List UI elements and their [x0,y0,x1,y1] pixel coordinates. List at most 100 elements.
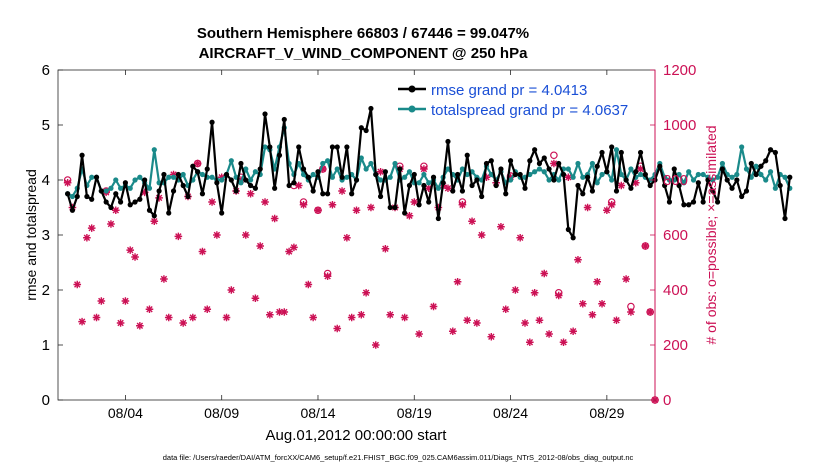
rmse-point [507,158,514,164]
obs-assimilated-marker [458,200,467,209]
rmse-point [243,177,249,183]
legend-spread-marker [408,105,416,113]
rmse-point [541,155,547,161]
rmse-point [560,171,567,178]
rmse-point [190,163,196,169]
obs-assimilated-marker [367,203,375,212]
rmse-point [358,125,364,131]
obs-assimilated-marker [323,272,332,281]
rmse-point [662,182,668,189]
rmse-point [604,169,610,175]
rmse-point [310,188,316,194]
rmse-point [503,191,509,197]
totalspread-point [358,155,364,161]
rmse-point [368,105,374,112]
rmse-point [666,199,673,205]
obs-assimilated-marker [347,313,356,322]
obs-assimilated-marker [246,189,255,198]
totalspread-point [532,169,538,175]
totalspread-point [209,174,215,180]
rmse-point [296,144,302,150]
totalspread-point [421,171,427,178]
obs-assimilated-marker [569,327,577,336]
y-tick-label-right: 1200 [663,62,696,79]
rmse-point [714,199,721,205]
obs-assimilated-marker [559,338,568,347]
rmse-point [291,180,297,186]
rmse-point [724,177,730,183]
rmse-point [137,196,143,202]
totalspread-point [416,180,422,186]
y-tick-label-left: 6 [42,62,50,79]
rmse-point [585,174,591,180]
rmse-point [483,160,490,167]
obs-assimilated-marker [275,308,284,316]
obs-assimilated-marker [92,313,101,322]
obs-assimilated-marker [593,277,602,286]
y-axis-label-right: # of obs: o=possible; ×=assimilated [703,125,719,344]
rmse-point [84,193,90,200]
rmse-point [219,210,225,216]
obs-assimilated-marker [583,203,592,212]
legend-spread-label: totalspread grand pr = 4.0637 [431,102,628,119]
obs-assimilated-marker [309,313,317,322]
rmse-point [710,188,716,194]
rmse-point [98,188,104,194]
obs-assimilated-marker [497,222,505,231]
totalspread-point [435,185,441,191]
obs-assimilated-marker [540,269,549,278]
obs-assimilated-marker [400,313,409,322]
rmse-point [272,185,278,191]
rmse-point [305,174,311,180]
rmse-point [488,158,494,164]
totalspread-point [113,177,119,183]
totalspread-point [402,174,408,180]
totalspread-point [507,177,514,183]
obs-assimilated-marker [318,165,327,173]
rmse-point [729,185,735,191]
obs-assimilated-marker [362,288,370,297]
totalspread-point [252,169,258,175]
rmse-point [469,182,475,189]
obs-assimilated-marker [535,316,544,325]
obs-assimilated-marker [290,243,298,252]
rmse-point [228,177,234,183]
rmse-point [151,213,157,219]
rmse-point [637,149,644,156]
obs-assimilated-marker [501,305,510,314]
obs-assimilated-marker [420,165,428,173]
obs-assimilated-marker [280,308,289,316]
obs-assimilated-marker [189,313,197,322]
obs-assimilated-marker [251,294,260,303]
y-tick-label-left: 1 [42,337,50,354]
totalspread-point [782,174,788,180]
totalspread-point [247,177,254,183]
totalspread-point [146,185,153,191]
rmse-point [65,191,71,197]
obs-assimilated-marker [424,184,433,193]
rmse-point [185,193,191,200]
rmse-point [170,188,177,194]
obs-assimilated-marker [511,286,520,294]
obs-assimilated-marker [304,280,313,289]
rmse-point [671,166,677,172]
obs-assimilated-marker [473,319,481,327]
obs-assimilated-marker [294,181,303,190]
rmse-point [89,196,95,202]
rmse-point [349,191,355,197]
totalspread-point [89,174,95,180]
rmse-point [281,116,287,123]
totalspread-point [772,185,778,191]
obs-assimilated-marker [116,319,125,327]
obs-assimilated-marker [516,233,524,242]
totalspread-point [637,171,644,178]
totalspread-point [565,166,571,172]
obs-assimilated-marker [343,233,351,242]
rmse-point [353,177,360,183]
rmse-point [421,182,427,189]
totalspread-point [137,174,143,180]
rmse-point [108,204,114,211]
totalspread-point [556,177,562,183]
rmse-point [117,199,124,205]
rmse-point [536,160,543,167]
